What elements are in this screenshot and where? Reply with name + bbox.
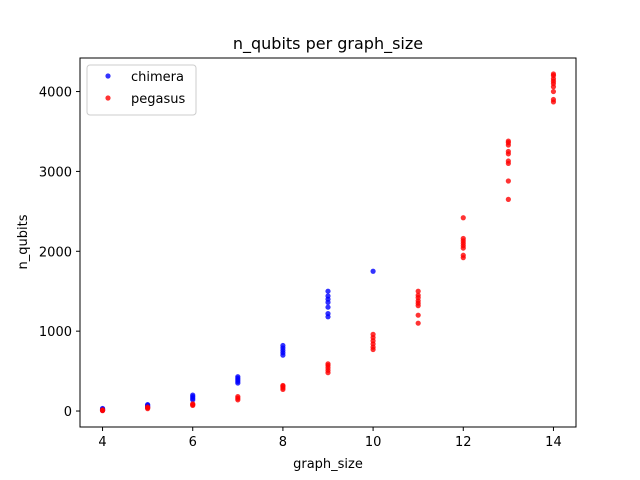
point-pegasus-36 xyxy=(460,252,466,258)
point-pegasus-27 xyxy=(415,320,421,326)
point-chimera-27 xyxy=(325,293,331,299)
x-tick-label-10: 10 xyxy=(365,435,382,450)
point-pegasus-44 xyxy=(505,178,511,184)
point-chimera-21 xyxy=(280,342,286,349)
x-tick-label-4: 4 xyxy=(98,435,106,450)
point-chimera-16 xyxy=(235,374,241,380)
point-pegasus-60 xyxy=(550,71,557,77)
legend-label-pegasus: pegasus xyxy=(131,92,185,107)
point-pegasus-43 xyxy=(505,196,511,202)
y-tick-label-1000: 1000 xyxy=(39,325,72,340)
point-chimera-24 xyxy=(325,304,331,310)
point-pegasus-53 xyxy=(550,96,557,103)
point-pegasus-42 xyxy=(460,215,466,221)
y-tick-label-4000: 4000 xyxy=(39,86,72,101)
point-pegasus-15 xyxy=(280,382,286,389)
point-pegasus-46 xyxy=(505,158,511,164)
data-points xyxy=(99,71,557,414)
y-tick-label-0: 0 xyxy=(64,405,72,420)
point-pegasus-41 xyxy=(460,235,466,242)
legend-marker-pegasus xyxy=(105,95,111,101)
point-chimera-29 xyxy=(370,268,376,274)
point-pegasus-26 xyxy=(370,331,376,337)
x-tick-label-14: 14 xyxy=(545,435,562,450)
point-pegasus-51 xyxy=(505,138,511,144)
point-pegasus-28 xyxy=(415,312,421,318)
point-pegasus-34 xyxy=(415,288,421,294)
point-pegasus-5 xyxy=(145,404,151,410)
point-chimera-23 xyxy=(325,310,331,317)
point-chimera-11 xyxy=(190,392,196,398)
y-axis: 0 1000 2000 3000 4000 xyxy=(39,86,80,420)
x-tick-label-8: 8 xyxy=(279,435,287,450)
x-tick-label-6: 6 xyxy=(189,435,197,450)
point-pegasus-33 xyxy=(415,292,421,298)
point-pegasus-11 xyxy=(235,394,241,400)
legend: chimera pegasus xyxy=(86,64,197,116)
x-axis: 4 6 8 10 12 14 xyxy=(98,427,562,450)
x-axis-title: graph_size xyxy=(293,457,363,472)
legend-box xyxy=(86,64,197,116)
y-tick-label-3000: 3000 xyxy=(39,165,72,180)
legend-label-chimera: chimera xyxy=(131,70,184,85)
point-pegasus-48 xyxy=(505,148,511,155)
x-tick-label-12: 12 xyxy=(455,435,472,450)
point-pegasus-20 xyxy=(325,361,331,367)
y-tick-label-2000: 2000 xyxy=(39,245,72,260)
chart-title: n_qubits per graph_size xyxy=(233,34,423,54)
point-pegasus-54 xyxy=(550,88,557,95)
plot-area-frame xyxy=(79,57,577,428)
point-pegasus-2 xyxy=(99,407,106,413)
legend-marker-chimera xyxy=(105,73,111,79)
point-chimera-28 xyxy=(325,288,331,294)
point-pegasus-8 xyxy=(190,401,196,407)
y-axis-title: n_qubits xyxy=(16,214,31,269)
